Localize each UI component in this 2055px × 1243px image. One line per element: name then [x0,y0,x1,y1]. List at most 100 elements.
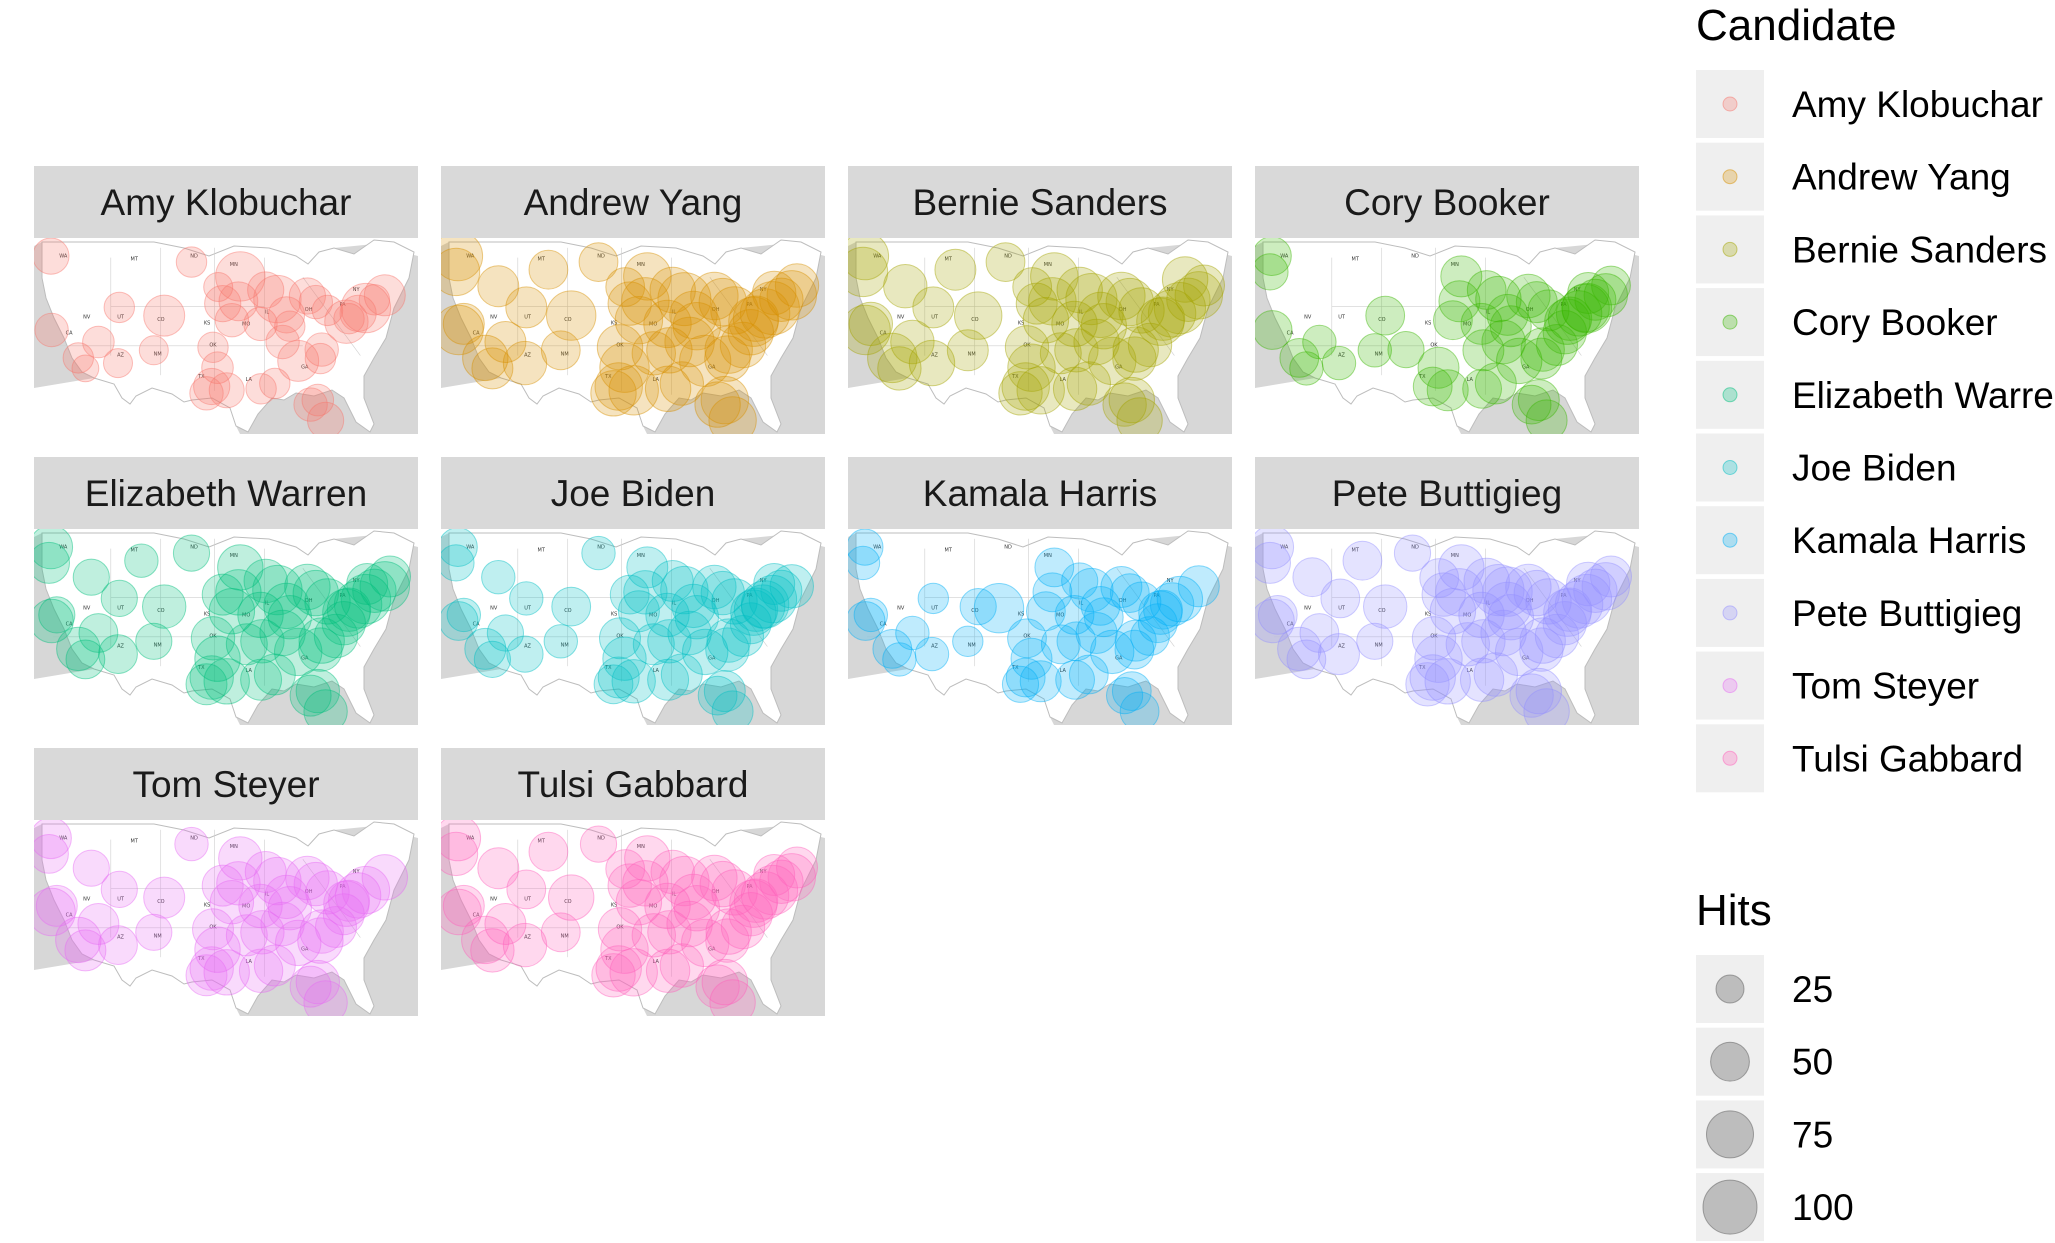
data-point [1573,568,1618,613]
data-point [853,597,888,633]
data-point [64,929,107,972]
legend-key [1696,955,1764,1023]
basemap-label: LA [1467,377,1474,383]
data-point [1505,563,1552,611]
data-point [1365,295,1406,336]
data-point [546,290,597,341]
data-point [699,860,746,908]
data-point [339,294,377,333]
data-point [540,912,581,953]
data-point [135,913,173,951]
data-point [56,626,101,672]
data-point [1016,366,1065,415]
data-point [1116,397,1163,434]
data-point [1458,591,1505,639]
basemap-label: IL [1486,309,1490,315]
data-point [1506,273,1551,319]
basemap-label: OK [209,634,217,640]
data-point [720,904,766,950]
data-point [703,670,746,713]
data-point [682,628,729,676]
basemap-label: TX [1011,665,1019,671]
basemap-label: CA [880,621,887,627]
data-point [692,564,737,610]
data-point [1426,369,1469,412]
data-point [340,573,392,625]
data-point [660,565,709,615]
data-point [1032,572,1073,613]
basemap-label: MT [1352,257,1360,263]
data-point [333,303,365,335]
data-point [1462,329,1505,372]
data-point [1509,673,1554,718]
legend-key [1696,70,1764,138]
data-point [774,263,820,308]
legend-label: 50 [1792,1042,1833,1083]
legend-item: Bernie Sanders [1696,215,2047,284]
data-point [730,589,777,636]
basemap-label: CO [1378,317,1385,323]
data-point [1561,282,1613,334]
basemap-label: NV [1304,315,1312,321]
basemap-label: GA [1522,364,1530,370]
data-point [322,588,371,637]
basemap-label: MT [945,257,953,263]
data-point [304,342,337,375]
data-point [1342,540,1383,581]
data-point [704,325,753,374]
data-point [1005,657,1046,698]
data-point [1140,296,1186,341]
basemap-label: WA [59,836,68,842]
data-point [259,367,291,400]
data-point [292,569,339,617]
data-point [890,319,935,365]
basemap-label: GA [708,946,716,952]
data-point [1109,573,1150,613]
facet-strip [848,457,1232,529]
basemap-label: MT [538,548,546,554]
data-point [303,980,348,1016]
data-point [34,834,69,874]
data-point [917,582,950,615]
data-point [486,614,525,652]
basemap-label: NY [353,578,361,584]
data-point [657,272,712,327]
data-point [1445,622,1491,667]
data-point [543,624,579,659]
state-border [1116,277,1175,356]
data-point [243,558,288,604]
data-point [34,312,69,348]
data-point [1519,617,1566,664]
data-point [172,534,211,572]
data-point [201,573,244,616]
facet-strip-label: Tom Steyer [132,764,319,805]
data-point [1547,296,1593,341]
data-point [260,901,305,947]
data-point [313,613,359,659]
state-border [1523,277,1582,356]
basemap-label: IL [265,891,269,897]
facet-strip [1255,166,1639,238]
data-point [1153,282,1206,335]
data-point [506,869,547,910]
data-point [626,546,669,589]
data-point [1106,677,1144,715]
data-point [363,274,406,317]
data-point [1001,665,1040,703]
basemap-label: WA [466,545,475,551]
data-point [240,619,285,664]
data-point [100,579,138,618]
legend-item: Tulsi Gabbard [1696,724,2023,793]
legend-swatch [1722,387,1738,403]
data-point [35,884,78,927]
data-point [1473,652,1519,697]
legend-swatch [1722,460,1738,475]
legend-key [1696,288,1764,357]
data-point [1414,634,1463,683]
data-point [615,878,663,926]
legend-key [1696,651,1764,720]
data-point [1591,265,1631,306]
data-point [201,351,234,384]
data-point [1318,633,1360,676]
data-point [1320,578,1361,619]
